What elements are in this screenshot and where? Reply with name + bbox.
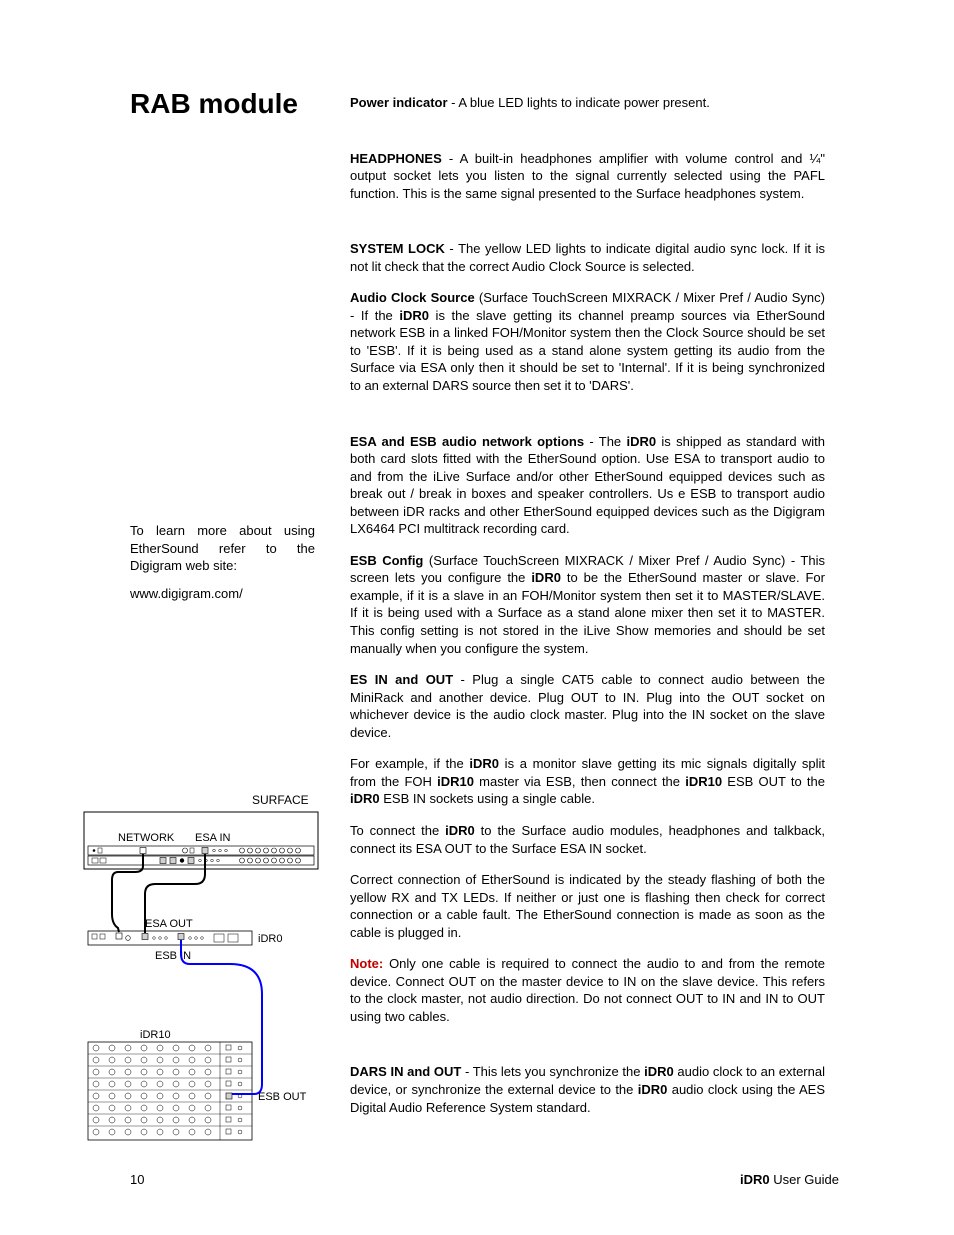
esa-in-port: [202, 848, 208, 854]
label-esa-in: ESA IN: [195, 832, 231, 844]
connsurf-t1: To connect the: [350, 823, 445, 838]
footer-product: iDR0: [740, 1172, 770, 1187]
example-b4: iDR0: [350, 791, 380, 806]
page-title: RAB module: [130, 88, 298, 120]
sidebar-p1: To learn more about using EtherSound ref…: [130, 522, 315, 575]
footer-pagenum: 10: [130, 1172, 144, 1187]
label-esb-config: ESB Config: [350, 553, 423, 568]
note-text: Only one cable is required to connect th…: [350, 956, 825, 1024]
bold-audioclock-1: iDR0: [399, 308, 429, 323]
sidebar-p2: www.digigram.com/: [130, 585, 315, 603]
example-t1: For example, if the: [350, 756, 469, 771]
para-note: Note: Only one cable is required to conn…: [350, 955, 825, 1025]
text-esa-esb-before: - The: [584, 434, 626, 449]
label-idr0: iDR0: [258, 933, 282, 945]
surface-strip-top: [88, 846, 314, 855]
label-power: Power indicator: [350, 95, 448, 110]
correct-conn-text: Correct connection of EtherSound is indi…: [350, 872, 825, 940]
idr10-box: [88, 1042, 252, 1140]
label-network: NETWORK: [118, 832, 175, 844]
bold-esa-esb-1: iDR0: [626, 434, 656, 449]
idr0-esa-out-port: [142, 934, 148, 940]
label-idr10: iDR10: [140, 1029, 171, 1041]
cable-network-surface-to-idr0: [112, 854, 143, 932]
bold-esb-config-1: iDR0: [531, 570, 561, 585]
label-esb-out: ESB OUT: [258, 1091, 307, 1103]
dars-b1: iDR0: [644, 1064, 674, 1079]
surface-strip-bottom: [88, 856, 314, 865]
para-es-in-out: ES IN and OUT - Plug a single CAT5 cable…: [350, 671, 825, 741]
example-b1: iDR0: [469, 756, 499, 771]
note-label: Note:: [350, 956, 383, 971]
para-esb-config: ESB Config (Surface TouchScreen MIXRACK …: [350, 552, 825, 657]
main-column: Power indicator - A blue LED lights to i…: [350, 94, 825, 1130]
label-dars: DARS IN and OUT: [350, 1064, 461, 1079]
idr0-box: [88, 931, 252, 945]
para-audioclock: Audio Clock Source (Surface TouchScreen …: [350, 289, 825, 394]
para-connect-surface: To connect the iDR0 to the Surface audio…: [350, 822, 825, 857]
footer-suffix: User Guide: [770, 1172, 839, 1187]
text-power: - A blue LED lights to indicate power pr…: [448, 95, 710, 110]
para-power: Power indicator - A blue LED lights to i…: [350, 94, 825, 112]
footer-right: iDR0 User Guide: [740, 1172, 839, 1187]
label-esa-esb: ESA and ESB audio network options: [350, 434, 584, 449]
sidebar-column: To learn more about using EtherSound ref…: [130, 522, 315, 612]
label-headphones: HEADPHONES: [350, 151, 442, 166]
example-t5: ESB IN sockets using a single cable.: [380, 791, 595, 806]
para-esa-esb: ESA and ESB audio network options - The …: [350, 433, 825, 538]
idr0-esb-in-port: [178, 934, 184, 940]
label-es-in-out: ES IN and OUT: [350, 672, 453, 687]
dars-b2: iDR0: [638, 1082, 668, 1097]
idr10-esb-out-port: [226, 1093, 232, 1099]
example-b3: iDR10: [685, 774, 722, 789]
connection-diagram: NETWORK ESA IN: [80, 794, 330, 1194]
example-t4: ESB OUT to the: [722, 774, 825, 789]
example-b2: iDR10: [437, 774, 474, 789]
para-dars: DARS IN and OUT - This lets you synchron…: [350, 1063, 825, 1116]
dars-t1: - This lets you synchronize the: [461, 1064, 644, 1079]
para-systemlock: SYSTEM LOCK - The yellow LED lights to i…: [350, 240, 825, 275]
para-example: For example, if the iDR0 is a monitor sl…: [350, 755, 825, 808]
label-systemlock: SYSTEM LOCK: [350, 241, 445, 256]
label-esb-in: ESB IN: [155, 950, 191, 962]
para-headphones: HEADPHONES - A built-in headphones ampli…: [350, 150, 825, 203]
connsurf-b1: iDR0: [445, 823, 475, 838]
label-audioclock: Audio Clock Source: [350, 290, 475, 305]
para-correct-conn: Correct connection of EtherSound is indi…: [350, 871, 825, 941]
example-t3: master via ESB, then connect the: [474, 774, 685, 789]
page-footer: 10 iDR0 User Guide: [130, 1172, 839, 1187]
label-esa-out: ESA OUT: [145, 918, 193, 930]
